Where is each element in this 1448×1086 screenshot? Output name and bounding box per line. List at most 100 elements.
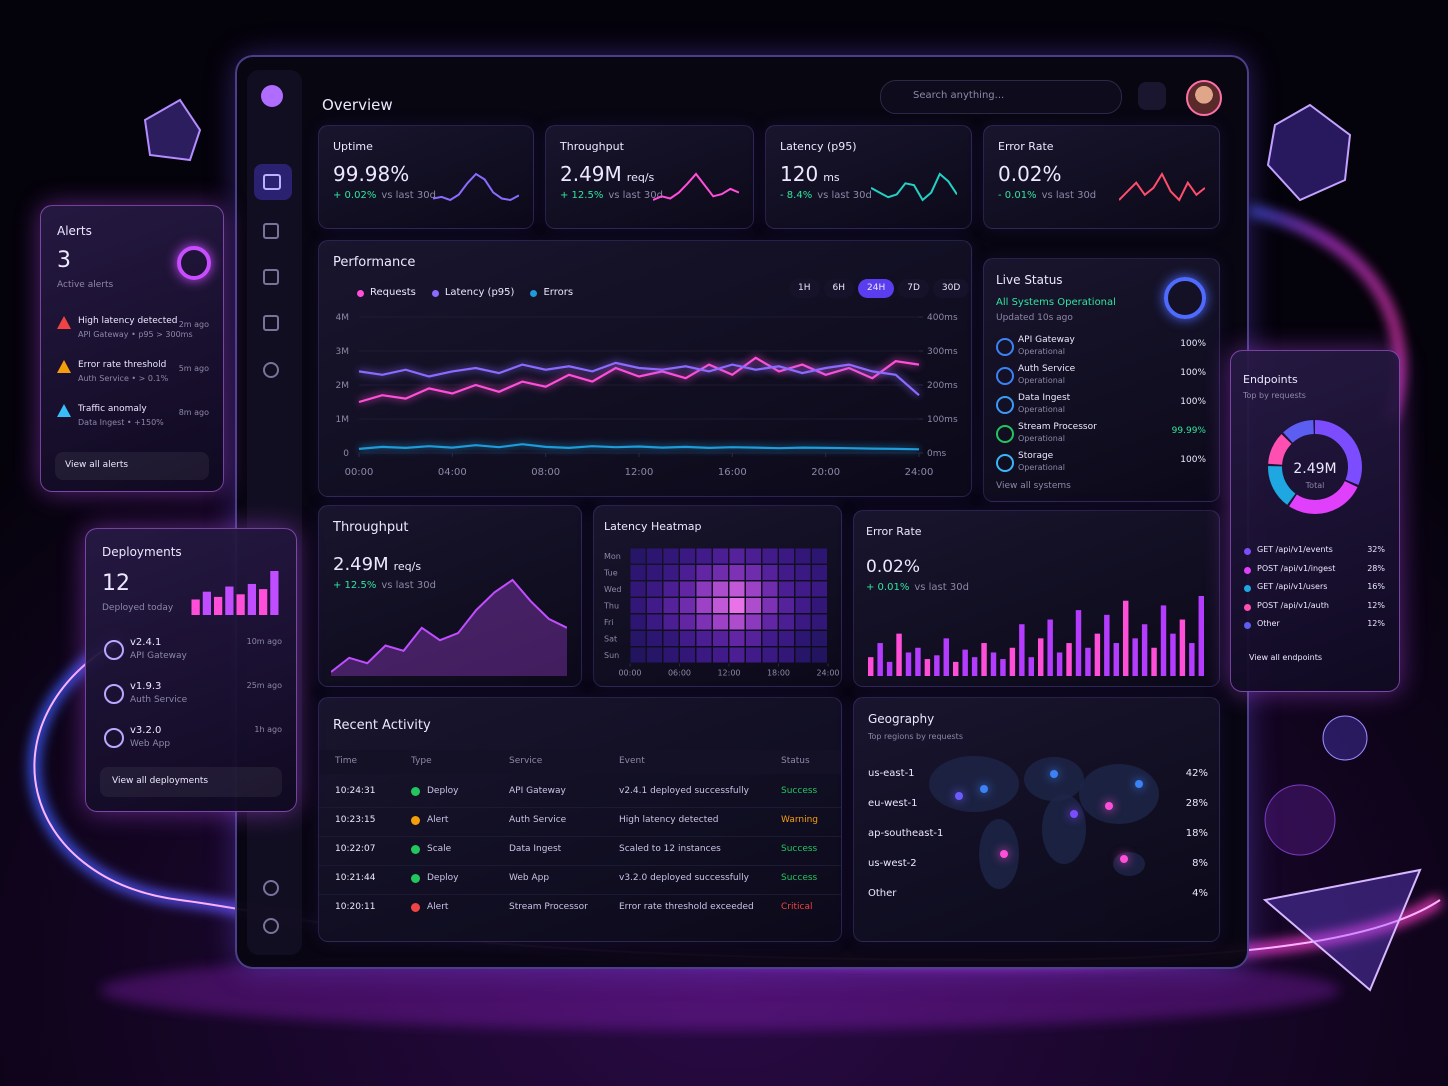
heat-cell: [696, 631, 712, 646]
row-label: Mon: [604, 552, 621, 561]
cell-service: Web App: [509, 873, 550, 883]
value: 0.02%: [866, 557, 921, 577]
heat-cell: [812, 614, 827, 630]
region-name: eu-west-1: [868, 798, 918, 809]
heat-cell: [795, 565, 811, 580]
legend-label: Errors: [543, 287, 574, 298]
row-divider: [319, 836, 841, 837]
region-dot: [1050, 770, 1058, 778]
service-name: Data Ingest: [1018, 393, 1071, 403]
region-dot: [955, 792, 963, 800]
nav-active[interactable]: [254, 164, 292, 200]
type-icon: [411, 816, 420, 825]
card-title: Alerts: [57, 224, 92, 238]
view-link[interactable]: View all endpoints: [1249, 653, 1323, 662]
nav-icon[interactable]: [263, 362, 279, 378]
endpoint-name: POST /api/v1/ingest: [1257, 563, 1336, 573]
range-button[interactable]: 7D: [898, 279, 929, 298]
status-ring: [1164, 277, 1206, 319]
view-button[interactable]: View all alerts: [55, 452, 209, 480]
heat-cell: [746, 598, 761, 613]
endpoint-share: 16%: [1367, 582, 1385, 591]
legend-label: Latency (p95): [444, 287, 515, 298]
heat-cell: [630, 548, 646, 564]
endpoint-name: GET /api/v1/events: [1257, 545, 1333, 554]
kpi-sparkline: [433, 172, 519, 202]
alert-time: 5m ago: [178, 364, 209, 373]
bar: [1179, 619, 1186, 676]
sparkline: [871, 172, 957, 202]
donut-segment: [1268, 420, 1362, 514]
region-name: us-west-2: [868, 858, 917, 869]
alert-ring: [177, 246, 211, 280]
view-link[interactable]: View all deployments: [112, 776, 209, 786]
heatmap-chart: Mon Tue Wed Thu Fri Sat Sun 00:00 06:00 12:00 18:0…: [603, 548, 840, 678]
row-label: Sat: [604, 635, 617, 644]
heat-cell: [729, 614, 745, 630]
nav-icon[interactable]: [263, 918, 279, 934]
delta: - 8.4%: [780, 190, 813, 201]
nav-icon[interactable]: [263, 880, 279, 896]
cube-decoration: [143, 98, 202, 162]
heat-cell: [729, 598, 745, 613]
heat-cell: [746, 647, 761, 663]
view-link[interactable]: View all alerts: [65, 460, 129, 470]
cell-time: 10:24:31: [335, 786, 376, 796]
delta-row: + 12.5% vs last 30d: [560, 190, 663, 202]
heat-cell: [795, 614, 811, 630]
range-button[interactable]: 6H: [823, 279, 854, 298]
alert-count-label: Active alerts: [57, 280, 114, 290]
nav-icon[interactable]: [263, 269, 279, 285]
nav-icon[interactable]: [263, 223, 279, 239]
series-line: [358, 443, 920, 451]
page-title: Overview: [322, 96, 393, 114]
alert-detail: Data Ingest • +150%: [78, 418, 164, 427]
heat-cell: [680, 548, 695, 564]
row-divider: [319, 865, 841, 866]
heat-cell: [630, 565, 646, 580]
nav-icon[interactable]: [263, 174, 281, 190]
geography-card: Geography Top regions by requests us-east-…: [853, 697, 1220, 942]
cell-event: High latency detected: [619, 815, 719, 825]
search-placeholder[interactable]: Search anything...: [913, 90, 1005, 101]
search-box[interactable]: Search anything...: [880, 80, 1122, 114]
bar: [877, 643, 883, 676]
logo: [261, 85, 283, 107]
value-row: 2.49M req/s: [560, 162, 654, 186]
avatar[interactable]: [1186, 80, 1222, 116]
region-dot: [1135, 780, 1143, 788]
heat-cell: [762, 647, 778, 663]
heat-cell: [812, 565, 827, 580]
region-share: 18%: [1185, 828, 1208, 839]
kpi-card: Uptime 99.98% + 0.02% vs last 30d: [318, 125, 534, 229]
x-tick-label: 00:00: [618, 669, 641, 678]
donut-segment: [1268, 420, 1362, 514]
alert-triangle: [57, 404, 71, 417]
bar: [1047, 619, 1053, 676]
range-button[interactable]: 1H: [789, 279, 820, 298]
deploy-version: v2.4.1: [130, 637, 162, 648]
bar: [1085, 647, 1091, 676]
service-uptime: 100%: [1180, 368, 1206, 378]
heat-cell: [779, 647, 794, 663]
cell-time: 10:20:11: [335, 902, 376, 912]
legend-item: Errors: [530, 287, 573, 299]
delta-row: - 0.01% vs last 30d: [998, 190, 1096, 202]
notifications[interactable]: [1138, 82, 1166, 110]
heat-cell: [713, 548, 728, 564]
bar: [1170, 633, 1176, 676]
bar: [990, 652, 997, 676]
alert-detail: Auth Service • > 0.1%: [78, 374, 169, 383]
nav-icon[interactable]: [263, 315, 279, 331]
view-button[interactable]: View all deployments: [100, 767, 282, 797]
view-link[interactable]: View all systems: [996, 481, 1071, 491]
range-button[interactable]: 24H: [858, 279, 895, 298]
continent: [1042, 794, 1086, 864]
y2-tick-label: 0ms: [927, 449, 946, 459]
cell-time: 10:22:07: [335, 844, 376, 854]
heat-cell: [729, 548, 745, 564]
range-button[interactable]: 30D: [932, 279, 970, 298]
heat-cell: [630, 647, 646, 663]
heat-cell: [647, 581, 662, 597]
continent: [979, 819, 1019, 889]
